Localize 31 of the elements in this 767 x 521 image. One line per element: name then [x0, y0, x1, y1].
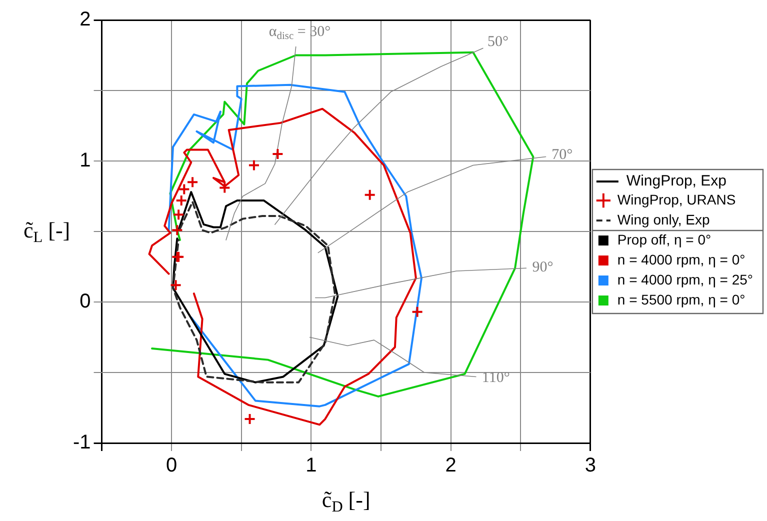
- legend-label: WingProp, URANS: [617, 191, 736, 208]
- x-tick-label: 2: [445, 454, 456, 477]
- point: [411, 306, 424, 318]
- y-tick-label: 2: [80, 8, 91, 31]
- y-tick-label: -1: [72, 432, 91, 454]
- point: [178, 183, 190, 196]
- point: [272, 148, 284, 160]
- point: [171, 224, 184, 236]
- legend-label: n = 5500 rpm, η = 0°: [617, 291, 746, 308]
- x-tick-label: 0: [166, 454, 178, 477]
- point: [172, 208, 185, 221]
- annotation: 50°: [488, 34, 509, 50]
- y-tick-label: 0: [80, 290, 91, 313]
- point: [244, 413, 256, 426]
- y-tick-label: 1: [80, 150, 91, 172]
- point: [364, 188, 376, 201]
- legend-label: Prop off, η = 0°: [617, 231, 712, 248]
- legend-label: n = 4000 rpm, η = 0°: [617, 251, 746, 268]
- legend-label: n = 4000 rpm, η = 25°: [617, 271, 753, 288]
- x-tick-label: 1: [306, 454, 317, 477]
- point: [186, 176, 199, 188]
- point: [248, 159, 260, 172]
- point: [170, 279, 182, 292]
- annotation: 110°: [482, 370, 510, 386]
- legend-label: Wing only, Exp: [617, 211, 710, 228]
- point: [175, 194, 188, 206]
- annotation: 70°: [552, 146, 573, 163]
- legend-title: WingProp, Exp: [626, 172, 726, 190]
- point: [218, 182, 231, 194]
- x-tick-label: 3: [584, 454, 596, 477]
- annotation: 90°: [532, 259, 554, 276]
